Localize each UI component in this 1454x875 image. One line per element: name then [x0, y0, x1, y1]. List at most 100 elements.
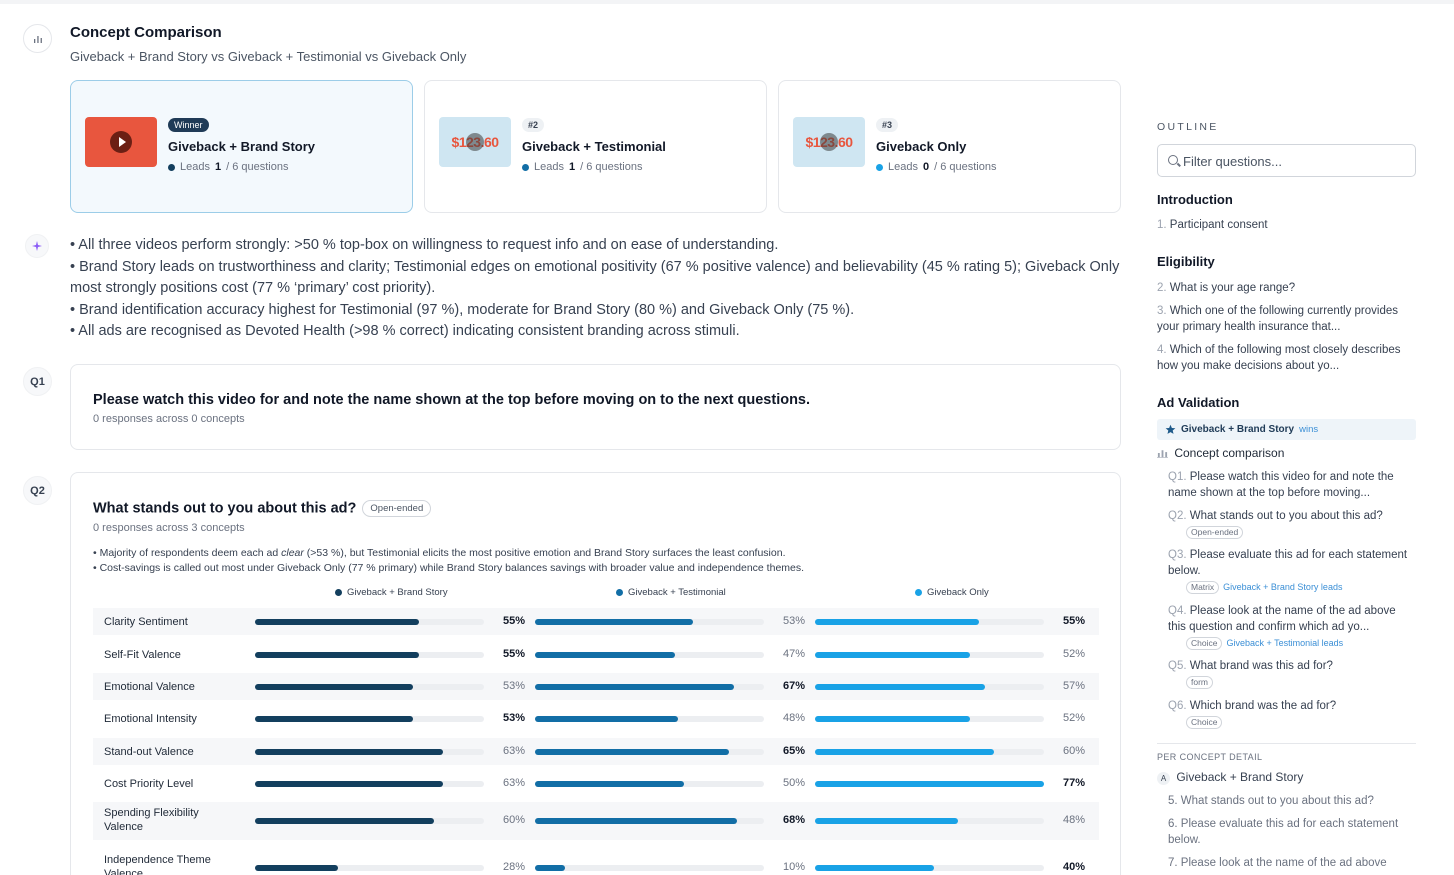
metric-bar-track: [815, 684, 1044, 690]
video-thumbnail[interactable]: [85, 117, 157, 167]
outline-item[interactable]: 4. Which of the following most closely d…: [1157, 344, 1401, 372]
filter-input[interactable]: [1183, 151, 1403, 171]
metric-row: Spending Flexibility Valence 60% 68% 48%: [93, 802, 1099, 840]
outline-question-q1[interactable]: Q1. Please watch this video for and note…: [1168, 471, 1394, 499]
legend-item: Giveback Only: [915, 587, 989, 598]
legend-dot-icon: [616, 589, 623, 596]
metric-percent: 67%: [782, 680, 805, 692]
bar-chart-icon: [1157, 450, 1168, 458]
outline-question-q6[interactable]: Q6. Which brand was the ad for? Choice: [1168, 700, 1337, 729]
metric-bar: [815, 619, 979, 625]
legend-item: Giveback + Brand Story: [335, 587, 448, 598]
outline-question-q2[interactable]: Q2. What stands out to you about this ad…: [1168, 510, 1383, 539]
legend-dot-icon: [335, 589, 342, 596]
outline-question-q5[interactable]: Q5. What brand was this ad for? form: [1168, 660, 1333, 689]
outline-winner[interactable]: Giveback + Brand Story wins: [1157, 419, 1416, 440]
metric-bar-track: [255, 781, 484, 787]
metric-row: Cost Priority Level 63% 50% 77%: [93, 770, 1099, 797]
play-icon[interactable]: [466, 133, 484, 151]
metric-percent: 60%: [1062, 745, 1085, 757]
per-concept-question[interactable]: 7. Please look at the name of the ad abo…: [1168, 857, 1387, 869]
question-type-pill: Open-ended: [362, 500, 432, 517]
metric-row: Independence Theme Valence 28% 10% 40%: [93, 849, 1099, 875]
metric-percent: 10%: [782, 861, 805, 873]
metric-bar-track: [815, 619, 1044, 625]
outline-question-q3[interactable]: Q3. Please evaluate this ad for each sta…: [1168, 549, 1408, 594]
question-card-q1[interactable]: Please watch this video for and note the…: [70, 364, 1121, 450]
per-concept-question[interactable]: 5. What stands out to you about this ad?: [1168, 795, 1374, 807]
metric-percent: 53%: [782, 615, 805, 627]
metric-bar-track: [815, 865, 1044, 871]
metric-bar-track: [255, 818, 484, 824]
metric-percent: 60%: [502, 814, 525, 826]
per-concept-item[interactable]: A Giveback + Brand Story: [1157, 769, 1416, 785]
legend-dot-icon: [915, 589, 922, 596]
winner-badge: Winner: [168, 118, 209, 132]
concept-leads: Leads 1/ 6 questions: [522, 161, 642, 173]
metric-percent: 47%: [782, 648, 805, 660]
video-thumbnail[interactable]: $123.60: [439, 117, 511, 167]
outline-item[interactable]: 3. Which one of the following currently …: [1157, 305, 1398, 333]
question-insights: • Majority of respondents deem each ad c…: [93, 546, 1093, 576]
page-subtitle: Giveback + Brand Story vs Giveback + Tes…: [70, 49, 467, 64]
metric-bar: [535, 652, 675, 658]
outline-section-introduction[interactable]: Introduction: [1157, 192, 1233, 207]
metric-row: Clarity Sentiment 55% 53% 55%: [93, 608, 1099, 635]
metric-percent: 55%: [1062, 615, 1085, 627]
metric-percent: 53%: [502, 712, 525, 724]
insight-bullet: • Cost-savings is called out most under …: [93, 562, 805, 574]
filter-search[interactable]: [1157, 144, 1416, 177]
video-thumbnail[interactable]: $123.60: [793, 117, 865, 167]
outline-item[interactable]: 2. What is your age range?: [1157, 282, 1296, 294]
metric-bar: [255, 716, 413, 722]
metric-percent: 77%: [1062, 777, 1085, 789]
metric-bar-track: [255, 619, 484, 625]
outline-heading: OUTLINE: [1157, 121, 1219, 133]
outline-section-ad-validation[interactable]: Ad Validation: [1157, 395, 1240, 410]
play-icon[interactable]: [820, 133, 838, 151]
leader-note: Giveback + Testimonial leads: [1226, 638, 1344, 648]
concept-card-brand-story[interactable]: Winner Giveback + Brand Story Leads 1/ 6 …: [70, 80, 413, 213]
per-concept-heading: PER CONCEPT DETAIL: [1157, 752, 1263, 762]
metric-bar-track: [815, 818, 1044, 824]
per-concept-question[interactable]: 6. Please evaluate this ad for each stat…: [1168, 818, 1399, 846]
metric-label: Independence Theme Valence: [104, 854, 211, 875]
metric-percent: 28%: [502, 861, 525, 873]
outline-item[interactable]: 1. Participant consent: [1157, 219, 1268, 231]
metric-label: Spending Flexibility Valence: [104, 807, 199, 833]
metric-bar: [815, 716, 970, 722]
outline-section-eligibility[interactable]: Eligibility: [1157, 254, 1215, 269]
outline-question-q4[interactable]: Q4. Please look at the name of the ad ab…: [1168, 605, 1396, 650]
metric-bar: [255, 865, 339, 871]
metric-bar: [815, 781, 1044, 787]
metric-percent: 52%: [1062, 648, 1085, 660]
concept-name: Giveback Only: [876, 139, 967, 154]
concept-name: Giveback + Testimonial: [522, 139, 666, 154]
concept-leads: Leads 1/ 6 questions: [168, 161, 288, 173]
metric-row: Self-Fit Valence 55% 47% 52%: [93, 641, 1099, 668]
metric-label: Cost Priority Level: [104, 778, 194, 790]
metric-bar: [255, 749, 443, 755]
search-icon: [1168, 155, 1178, 165]
metric-bar: [815, 749, 994, 755]
question-title: Please watch this video for and note the…: [93, 392, 811, 408]
metric-label: Clarity Sentiment: [104, 616, 188, 628]
metric-bar: [255, 619, 419, 625]
play-icon[interactable]: [110, 131, 132, 153]
insight-bullet: • Majority of respondents deem each ad c…: [93, 547, 786, 559]
outline-concept-comparison[interactable]: Concept comparison: [1157, 445, 1416, 461]
concept-card-testimonial[interactable]: $123.60 #2 Giveback + Testimonial Leads1…: [424, 80, 767, 213]
question-title: What stands out to you about this ad? Ope…: [93, 500, 432, 517]
metric-bar-track: [535, 781, 764, 787]
metric-row: Emotional Intensity 53% 48% 52%: [93, 705, 1099, 732]
question-card-q2[interactable]: What stands out to you about this ad? Ope…: [70, 472, 1121, 875]
metric-bar-track: [815, 749, 1044, 755]
summary-bullet: • Brand identification accuracy highest …: [70, 301, 855, 318]
metric-bar-track: [815, 716, 1044, 722]
summary-bullet: • All ads are recognised as Devoted Heal…: [70, 323, 740, 340]
metric-bar: [535, 716, 678, 722]
metric-label: Emotional Intensity: [104, 713, 197, 725]
series-dot-icon: [522, 163, 529, 171]
metric-bar-track: [815, 652, 1044, 658]
